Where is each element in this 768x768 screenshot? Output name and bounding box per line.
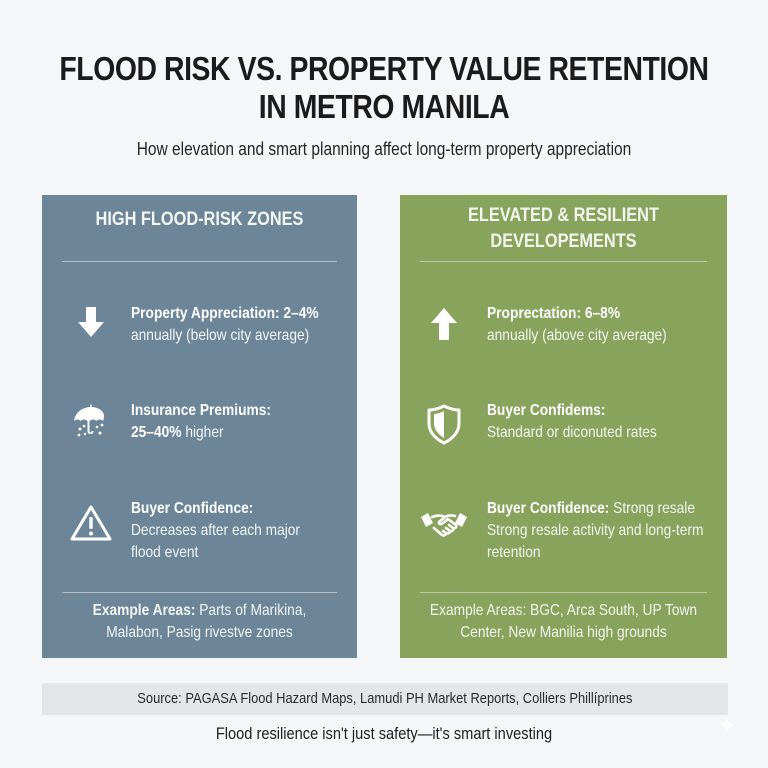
page-subtitle: How elevation and smart planning affect … (136, 139, 632, 159)
page-title: FLOOD RISK VS. PROPERTY VALUE RETENTION … (54, 50, 714, 126)
item-detail-2: retention (487, 544, 541, 561)
arrow-down-icon (68, 299, 114, 345)
item-label: Buyer Confidence: (487, 500, 610, 517)
item-value: 25–40% (131, 424, 182, 441)
examples-line-2: Malabon, Pasig rivestve zones (106, 624, 293, 641)
divider (62, 592, 337, 593)
high-flood-risk-card: HIGH FLOOD-RISK ZONES Property Appreciat… (42, 195, 357, 658)
title-line-2: IN METRO MANILA (258, 88, 510, 125)
source-text: Source: PAGASA Flood Hazard Maps, Lamudi… (137, 690, 633, 707)
item-label: Insurance Premiums: (131, 402, 271, 419)
divider (62, 261, 337, 262)
elevated-resilient-card: ELEVATED & RESILIENT DEVELOPEMENTS Propr… (400, 195, 727, 658)
card-heading: ELEVATED & RESILIENT DEVELOPEMENTS (423, 203, 704, 255)
item-label: Buyer Confidence: (131, 500, 254, 517)
item-value: 2–4% (279, 305, 319, 322)
handshake-icon (418, 502, 470, 548)
item-detail: annually (above city average) (487, 327, 667, 344)
arrow-up-icon (421, 301, 467, 347)
item-label: Property Appreciation: (131, 305, 280, 322)
title-line-1: FLOOD RISK VS. PROPERTY VALUE RETENTION (59, 50, 709, 87)
item-detail: higher (181, 424, 224, 441)
examples-line-2: Center, New Manilia high grounds (460, 624, 667, 641)
card-heading-line-1: ELEVATED & RESILIENT (468, 205, 659, 226)
divider (420, 592, 707, 593)
item-detail: annually (below city average) (131, 327, 310, 344)
sparkle-icon (718, 716, 736, 734)
card-heading: HIGH FLOOD-RISK ZONES (95, 209, 304, 230)
examples-label: Example Areas: (92, 602, 196, 619)
card-heading-line-2: DEVELOPEMENTS (490, 231, 637, 252)
item-detail-2: flood event (131, 544, 199, 561)
examples-line-1: Example Areas: BGC, Arca South, UP Town (429, 602, 698, 619)
example-areas: Example Areas: BGC, Arca South, UP Town … (423, 600, 704, 644)
example-areas: Example Areas: Parts of Marikina, Malabo… (64, 600, 335, 644)
tagline: Flood resilience isn't just safety—it's … (215, 724, 553, 743)
examples-line-1: Parts of Marikina, (195, 602, 307, 619)
divider (420, 261, 707, 262)
shield-icon (421, 401, 467, 447)
item-detail: Standard or diconuted rates (487, 424, 657, 441)
item-detail: Strong resale activity and long-term (487, 522, 704, 539)
item-value: Strong resale (609, 500, 695, 517)
umbrella-rain-icon (68, 400, 114, 446)
item-detail: Decreases after each major (131, 522, 301, 539)
source-bar: Source: PAGASA Flood Hazard Maps, Lamudi… (42, 683, 728, 715)
item-label: Buyer Confidems: (487, 402, 606, 419)
warning-icon (68, 500, 114, 546)
item-label: Proprectation: 6–8% (487, 305, 621, 322)
